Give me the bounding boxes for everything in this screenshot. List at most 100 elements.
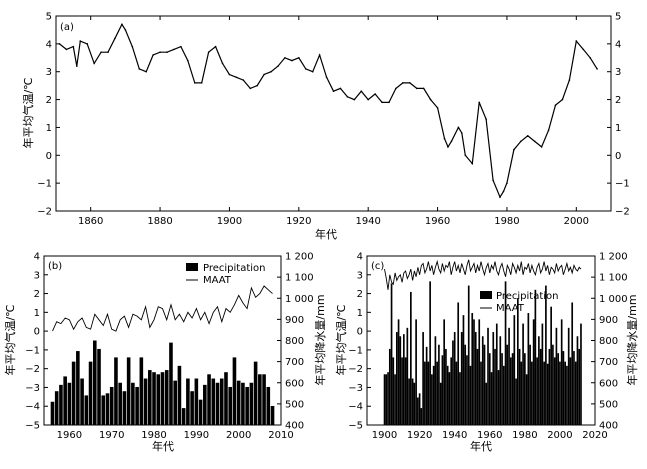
panel-c-precip-bar [495, 323, 498, 425]
x-tick-label: 1990 [184, 430, 209, 441]
panel-b-precip-bar [203, 384, 207, 425]
panel-b-y2label: 年平均降水量/mm [313, 294, 327, 385]
panel-b-precip-bar [219, 378, 224, 425]
y2-tick-label: 4 [615, 39, 621, 50]
panel-a-point [429, 98, 432, 101]
panel-b-precip-bar [253, 361, 258, 425]
x-tick-label: 2020 [582, 430, 607, 441]
panel-b-maat-series [52, 285, 273, 332]
panel-c-precip-bar [550, 306, 552, 425]
panel-a-xticks: 1860 1880 1900 1920 1940 1960 1980 2000 [78, 16, 589, 227]
panel-b-precip-bar [76, 351, 80, 425]
y-tick-label: 4 [34, 252, 40, 263]
panel-c-precip-bar [453, 332, 456, 425]
panel-c-precip-bar [448, 372, 451, 425]
panel-c-precip-bar [408, 378, 410, 425]
x-tick-label: 1980 [512, 430, 537, 441]
panel-a-point [298, 56, 300, 59]
panel-b-precip-bar [245, 386, 249, 425]
panel-b-precip-bar [67, 382, 72, 425]
panel-c-precip-bar [397, 319, 400, 425]
panel-b-precip-bar [228, 386, 233, 425]
panel-c-precip-bar [557, 353, 560, 425]
panel-c-precip-bar [436, 361, 438, 425]
panel-c-precip-bar [501, 353, 503, 425]
x-tick-label: 2000 [547, 430, 572, 441]
panel-a-point [461, 132, 463, 134]
panel-a-point [124, 29, 127, 31]
x-tick-label: 1960 [57, 430, 82, 441]
panel-a-point [499, 196, 501, 198]
panel-a-point [173, 48, 175, 51]
x-tick-label: 1960 [477, 430, 502, 441]
panel-c-precip-bar [497, 370, 500, 425]
panel-c-maat-series [384, 259, 582, 290]
y-tick-label: −4 [348, 402, 363, 413]
panel-a-point [263, 73, 265, 76]
panel-b-tag: (b) [48, 261, 62, 272]
panel-b-precip-bar [131, 382, 135, 425]
panel-b-legend-precip-swatch [186, 263, 198, 271]
panel-a-point [381, 101, 383, 104]
panel-a-point [166, 51, 168, 54]
panel-a-point [415, 87, 418, 90]
panel-b-ylabel: 年平均气温/℃ [3, 304, 17, 375]
panel-a-point [346, 95, 349, 98]
panel-c-precip-bar [469, 365, 472, 425]
panel-a-point [214, 45, 217, 48]
y-tick-label: −1 [348, 345, 363, 356]
y2-tick-label: 900 [599, 315, 618, 326]
y-tick-label: −5 [348, 421, 363, 432]
panel-c-precip-bar [499, 336, 502, 425]
panel-a-point [249, 87, 252, 90]
panel-b-precip-bar [258, 374, 262, 425]
panel-b-precip-bar [50, 401, 55, 425]
panel-b-precip-bar [88, 361, 93, 425]
panel-c-precip-bar [487, 327, 489, 425]
panel-c-precip-bar [424, 361, 426, 425]
panel-a-point [76, 65, 78, 67]
panel-b-precip-bars [50, 340, 275, 425]
y2-tick-label: 800 [285, 336, 304, 347]
panel-a-point [409, 82, 411, 84]
panel-b-precip-bar [143, 378, 148, 425]
panel-b-precip-bar [80, 378, 84, 425]
panel-c-precip-bar [534, 289, 537, 425]
panel-c-precip-bar [564, 361, 567, 425]
x-tick-label: 1980 [141, 430, 166, 441]
panel-c-precip-bar [427, 361, 430, 425]
panel-b-precip-bar [156, 374, 161, 425]
panel-b-precip-bar [207, 374, 211, 425]
panel-b-precip-bar [186, 378, 190, 425]
panel-b-precip-bar [54, 391, 59, 425]
panel-c-precip-bar [404, 357, 407, 425]
panel-c-precip-bar [571, 302, 574, 425]
panel-c-precip-bar [553, 357, 556, 425]
panel-b-precip-bar [224, 372, 228, 425]
panel-c-precip-bar [417, 397, 419, 425]
panel-c-precip-bar [406, 327, 409, 425]
panel-c-precip-bar [515, 378, 517, 425]
panel-c-precip-bar [518, 348, 521, 425]
panel-c-precip-bar [460, 332, 463, 425]
panel-b-precip-bar [215, 382, 220, 425]
panel-b-maat-line [52, 285, 273, 332]
panel-a-point [502, 190, 505, 193]
panel-a-point [325, 76, 328, 79]
panel-c-precip-bar [529, 344, 531, 425]
panel-c-maat-line [384, 259, 582, 290]
panel-c-precip-bar [438, 344, 440, 425]
panel-c-precip-bar [471, 313, 474, 425]
panel-a-point [107, 51, 109, 54]
panel-b-precip-bar [148, 370, 152, 425]
panel-c-precip-bar [516, 298, 519, 425]
y-tick-label: −1 [25, 345, 40, 356]
panel-c-legend-precip-swatch [480, 291, 492, 299]
panel-a-frame [55, 15, 612, 212]
panel-c-xlabel: 年代 [470, 439, 492, 453]
panel-c-precip-bar [443, 319, 446, 425]
y-tick-label: −4 [25, 402, 40, 413]
panel-c-precip-bar [525, 374, 528, 425]
panel-c-precip-bar [432, 365, 435, 425]
panel-c-precip-bar [422, 332, 424, 425]
